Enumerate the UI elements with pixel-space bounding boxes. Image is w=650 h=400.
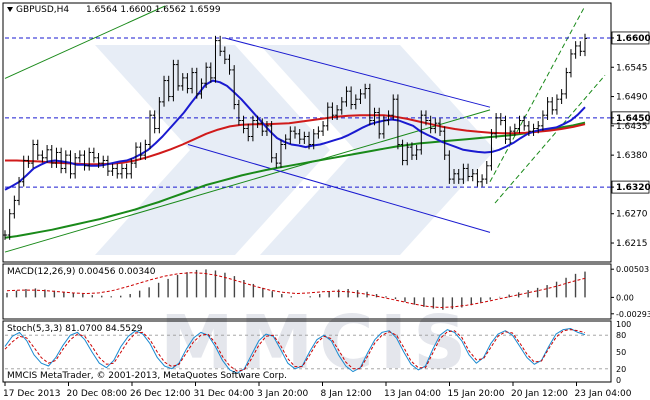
macd-title: MACD(12,26,9) 0.00456 0.00340 bbox=[7, 267, 156, 277]
price-tick-label: 1.6435 bbox=[616, 122, 648, 132]
price-panel bbox=[3, 5, 611, 253]
price-panel-frame bbox=[2, 2, 612, 263]
price-tick-label: 1.6380 bbox=[616, 151, 648, 161]
stoch-signal-line bbox=[4, 329, 586, 372]
stoch-title: Stoch(5,3,3) 81.0700 84.5529 bbox=[7, 324, 143, 334]
price-tick-label: 1.6215 bbox=[616, 239, 648, 249]
price-tick-label: 1.6490 bbox=[616, 93, 648, 103]
stoch-tick-label: 50 bbox=[616, 348, 626, 357]
price-tick-label: 1.6270 bbox=[616, 210, 648, 220]
price-tick-label: 1.6450 bbox=[616, 114, 650, 124]
ohlc-values: 1.6564 1.6600 1.6562 1.6599 bbox=[86, 5, 221, 15]
time-tick-label: 15 Jan 20:00 bbox=[448, 389, 505, 399]
macd-tick-label: -0.00293 bbox=[616, 310, 650, 319]
watermark-chevron-left bbox=[95, 45, 330, 255]
time-tick-label: 17 Dec 2013 bbox=[3, 389, 61, 399]
fast-ma-line bbox=[4, 79, 586, 191]
channel-lower-line bbox=[4, 109, 491, 253]
macd-tick-label: 0.00503 bbox=[616, 265, 649, 274]
stoch-panel bbox=[4, 328, 611, 374]
down-channel-lower-line bbox=[187, 144, 491, 233]
channel-dashed-lower bbox=[494, 74, 606, 204]
macd-signal-line bbox=[6, 272, 586, 308]
watermark-text: MMCIS bbox=[160, 300, 472, 386]
time-tick-label: 8 Jan 12:00 bbox=[321, 389, 373, 399]
macd-panel bbox=[6, 269, 586, 310]
macd-tick-label: 0.00 bbox=[616, 293, 634, 302]
time-tick-label: 31 Dec 04:00 bbox=[194, 389, 255, 399]
symbol-timeframe: GBPUSD,H4 bbox=[16, 5, 69, 15]
macd-panel-frame bbox=[2, 263, 612, 320]
stoch-tick-label: 100 bbox=[616, 320, 631, 329]
price-tick-label: 1.6600 bbox=[616, 34, 650, 44]
header: GBPUSD,H4 1.6564 1.6600 1.6562 1.6599 bbox=[7, 5, 221, 15]
down-channel-upper-line bbox=[224, 37, 491, 108]
time-tick-label: 23 Jan 04:00 bbox=[575, 389, 632, 399]
time-tick-label: 20 Jan 12:00 bbox=[511, 389, 568, 399]
mid-ma-line bbox=[5, 114, 586, 166]
price-tick-label: 1.6545 bbox=[616, 63, 648, 73]
time-tick-label: 20 Dec 08:00 bbox=[67, 389, 128, 399]
stoch-tick-label: 20 bbox=[616, 365, 626, 374]
stoch-tick-label: 0 bbox=[616, 376, 621, 385]
time-tick-label: 3 Jan 20:00 bbox=[257, 389, 309, 399]
stoch-main-line bbox=[4, 328, 586, 374]
stoch-tick-label: 80 bbox=[616, 331, 626, 340]
time-tick-label: 26 Dec 12:00 bbox=[130, 389, 191, 399]
time-tick-label: 13 Jan 04:00 bbox=[384, 389, 441, 399]
copyright-text: MMCIS MetaTrader, © 2001-2013, MetaQuote… bbox=[7, 371, 287, 381]
expand-triangle-icon bbox=[7, 7, 13, 12]
channel-upper-line bbox=[4, 5, 166, 79]
channel-dashed-upper bbox=[489, 5, 586, 183]
price-tick-label: 1.6320 bbox=[616, 183, 650, 193]
slow-ma-line bbox=[4, 121, 586, 239]
